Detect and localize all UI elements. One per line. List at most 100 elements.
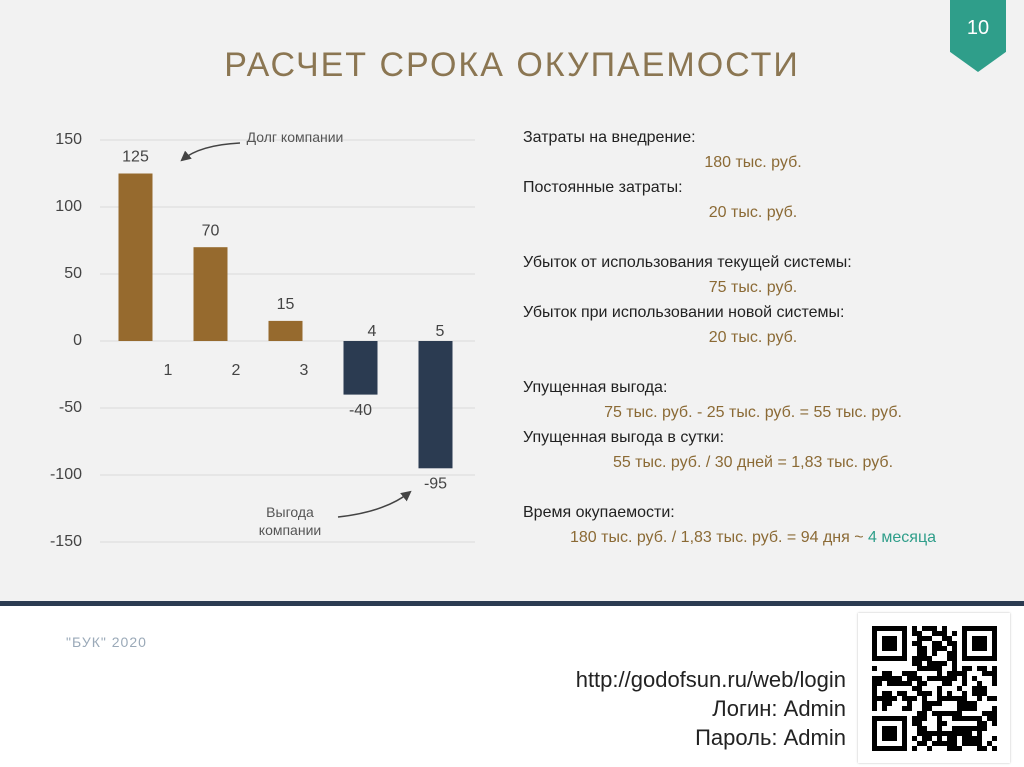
qr-module — [932, 676, 937, 681]
qr-module — [907, 671, 912, 676]
qr-module — [912, 631, 917, 636]
qr-module — [912, 716, 917, 721]
qr-module — [962, 696, 967, 701]
qr-module — [872, 666, 877, 671]
qr-module — [917, 661, 922, 666]
organization: "БУК" 2020 — [66, 634, 147, 650]
qr-module — [897, 691, 902, 696]
qr-module — [882, 706, 887, 711]
y-tick-label: 150 — [55, 131, 82, 148]
qr-module — [912, 671, 917, 676]
info-label: Упущенная выгода в сутки: — [523, 429, 725, 446]
qr-module — [962, 676, 967, 681]
qr-module — [977, 716, 982, 721]
qr-module — [917, 676, 922, 681]
qr-module — [872, 676, 877, 681]
qr-module — [962, 666, 967, 671]
qr-module — [952, 696, 957, 701]
qr-module — [967, 736, 972, 741]
qr-module — [917, 731, 922, 736]
qr-module — [912, 686, 917, 691]
login: Логин: Admin — [712, 696, 846, 721]
qr-module — [907, 706, 912, 711]
qr-module — [982, 666, 987, 671]
qr-module — [992, 721, 997, 726]
qr-module — [917, 666, 922, 671]
qr-module — [952, 676, 957, 681]
qr-module — [947, 731, 952, 736]
qr-module — [937, 631, 942, 636]
qr-module — [972, 686, 977, 691]
qr-module — [962, 681, 967, 686]
arrow — [337, 490, 412, 518]
qr-module — [957, 746, 962, 751]
qr-module — [962, 701, 967, 706]
qr-module — [927, 731, 932, 736]
qr-module — [952, 656, 957, 661]
qr-module — [967, 731, 972, 736]
qr-module — [887, 671, 892, 676]
qr-module — [927, 701, 932, 706]
qr-module — [947, 696, 952, 701]
qr-module — [977, 686, 982, 691]
y-tick-label: 0 — [73, 332, 82, 349]
qr-module — [952, 746, 957, 751]
qr-module — [927, 746, 932, 751]
spacer — [523, 475, 993, 500]
qr-module — [942, 636, 947, 641]
qr-module — [947, 636, 952, 641]
qr-module — [947, 681, 952, 686]
qr-module — [942, 741, 947, 746]
qr-module — [882, 691, 887, 696]
qr-module — [922, 701, 927, 706]
qr-module — [937, 691, 942, 696]
qr-finder — [972, 636, 987, 651]
info-label: Убыток от использования текущей системы: — [523, 254, 852, 271]
qr-module — [882, 671, 887, 676]
qr-module — [937, 721, 942, 726]
qr-module — [982, 691, 987, 696]
info-label: Убыток при использовании новой системы: — [523, 304, 845, 321]
qr-module — [937, 686, 942, 691]
qr-module — [932, 731, 937, 736]
qr-module — [937, 711, 942, 716]
y-tick-label: -150 — [50, 533, 82, 550]
qr-module — [927, 666, 932, 671]
qr-module — [992, 706, 997, 711]
qr-module — [937, 646, 942, 651]
qr-module — [872, 706, 877, 711]
qr-module — [967, 666, 972, 671]
qr-module — [922, 656, 927, 661]
qr-module — [962, 671, 967, 676]
qr-module — [932, 661, 937, 666]
qr-module — [947, 641, 952, 646]
qr-module — [977, 691, 982, 696]
qr-pattern — [872, 626, 997, 751]
qr-module — [992, 676, 997, 681]
value-text: 75 тыс. руб. - 25 тыс. руб. = 55 тыс. ру… — [604, 404, 902, 421]
qr-module — [912, 641, 917, 646]
qr-module — [972, 741, 977, 746]
qr-module — [982, 671, 987, 676]
qr-module — [932, 666, 937, 671]
qr-module — [927, 626, 932, 631]
slide-title: РАСЧЕТ СРОКА ОКУПАЕМОСТИ — [224, 46, 800, 84]
qr-module — [937, 641, 942, 646]
qr-module — [987, 711, 992, 716]
x-tick-label: 1 — [164, 362, 173, 379]
qr-module — [937, 716, 942, 721]
qr-module — [927, 736, 932, 741]
qr-module — [977, 731, 982, 736]
value-text: 20 тыс. руб. — [708, 204, 798, 221]
qr-module — [872, 701, 877, 706]
qr-module — [887, 691, 892, 696]
qr-module — [912, 661, 917, 666]
qr-module — [912, 626, 917, 631]
qr-module — [992, 736, 997, 741]
qr-module — [932, 646, 937, 651]
qr-module — [977, 726, 982, 731]
qr-module — [922, 696, 927, 701]
data-label: -95 — [424, 476, 447, 493]
qr-module — [977, 746, 982, 751]
qr-module — [947, 691, 952, 696]
